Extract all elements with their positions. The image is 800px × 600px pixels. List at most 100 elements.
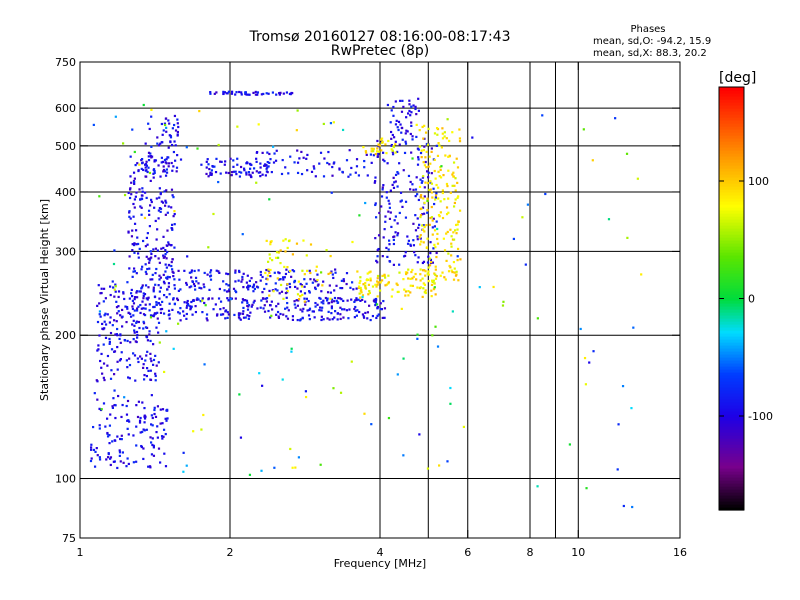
data-point (436, 227, 439, 231)
data-point (188, 271, 191, 274)
data-point (390, 295, 393, 298)
data-point (138, 188, 141, 191)
data-point (376, 155, 379, 158)
colorbar-step (719, 246, 744, 250)
data-point (282, 313, 285, 316)
data-point (258, 372, 261, 375)
data-point (237, 269, 241, 272)
data-point (345, 159, 349, 162)
data-point (96, 320, 100, 324)
data-point (301, 316, 304, 319)
data-point (579, 327, 582, 331)
colorbar-step (719, 321, 744, 325)
data-point (420, 181, 423, 184)
data-point (446, 460, 449, 463)
data-point (257, 171, 260, 174)
data-point (447, 270, 451, 273)
data-point (322, 175, 326, 178)
data-point (616, 468, 619, 471)
data-point (279, 261, 282, 265)
data-point (354, 299, 357, 302)
colorbar-step (719, 102, 744, 106)
data-point (377, 281, 380, 284)
colorbar-step (719, 357, 744, 361)
data-point (441, 189, 444, 192)
data-point (268, 257, 272, 260)
data-point (162, 201, 165, 204)
data-point (434, 325, 437, 328)
data-point (329, 291, 332, 294)
data-point (90, 443, 93, 446)
data-point (215, 269, 218, 272)
data-point (142, 297, 145, 300)
colorbar-step (719, 456, 744, 460)
data-point (396, 170, 399, 174)
data-point (125, 359, 128, 362)
data-point (444, 278, 447, 281)
data-point (149, 179, 152, 182)
data-point (154, 283, 157, 286)
data-point (150, 156, 153, 159)
data-point (104, 336, 108, 339)
data-point (434, 177, 437, 180)
data-point (194, 305, 197, 308)
data-point (421, 206, 425, 209)
data-point (160, 307, 164, 311)
data-point (172, 150, 176, 154)
data-point (190, 276, 193, 279)
data-point (157, 302, 160, 305)
data-point (451, 184, 454, 187)
data-point (174, 129, 178, 132)
data-point (228, 288, 231, 291)
data-point (138, 419, 142, 422)
data-point (386, 255, 389, 259)
data-point (152, 248, 155, 251)
data-point (135, 309, 139, 312)
data-point (151, 363, 155, 366)
colorbar-step (719, 138, 744, 142)
data-point (131, 305, 134, 308)
data-point (326, 297, 329, 300)
data-point (159, 207, 163, 210)
data-point (143, 373, 146, 377)
data-point (104, 297, 107, 300)
data-point (414, 188, 418, 191)
data-point (173, 278, 176, 281)
data-point (386, 103, 390, 107)
data-point (301, 310, 304, 313)
data-point (379, 281, 382, 284)
data-point (127, 191, 130, 195)
data-point (149, 250, 152, 253)
data-point (452, 231, 455, 234)
data-point (149, 466, 152, 469)
data-point (381, 151, 385, 154)
data-point (237, 316, 241, 319)
data-point (132, 202, 135, 206)
data-point (276, 289, 279, 292)
data-point (300, 172, 304, 176)
data-point (173, 287, 177, 290)
data-point (166, 211, 169, 214)
data-point (131, 275, 134, 278)
data-point (313, 167, 316, 170)
data-point (139, 290, 142, 293)
data-point (121, 325, 124, 328)
data-point (247, 284, 250, 287)
data-point (209, 269, 213, 272)
data-point (430, 182, 434, 185)
colorbar-step (719, 426, 744, 430)
data-point (361, 313, 365, 316)
phase-stats-o: mean, sd,O: -94.2, 15.9 (593, 36, 711, 47)
colorbar-step (719, 150, 744, 154)
data-point (348, 308, 351, 311)
data-point (156, 405, 160, 408)
data-point (192, 430, 195, 433)
data-point (162, 129, 165, 132)
data-point (122, 291, 125, 294)
colorbar-step (719, 417, 744, 421)
data-point (145, 164, 149, 167)
data-point (626, 236, 629, 239)
data-point (179, 319, 182, 322)
data-point (269, 275, 272, 278)
